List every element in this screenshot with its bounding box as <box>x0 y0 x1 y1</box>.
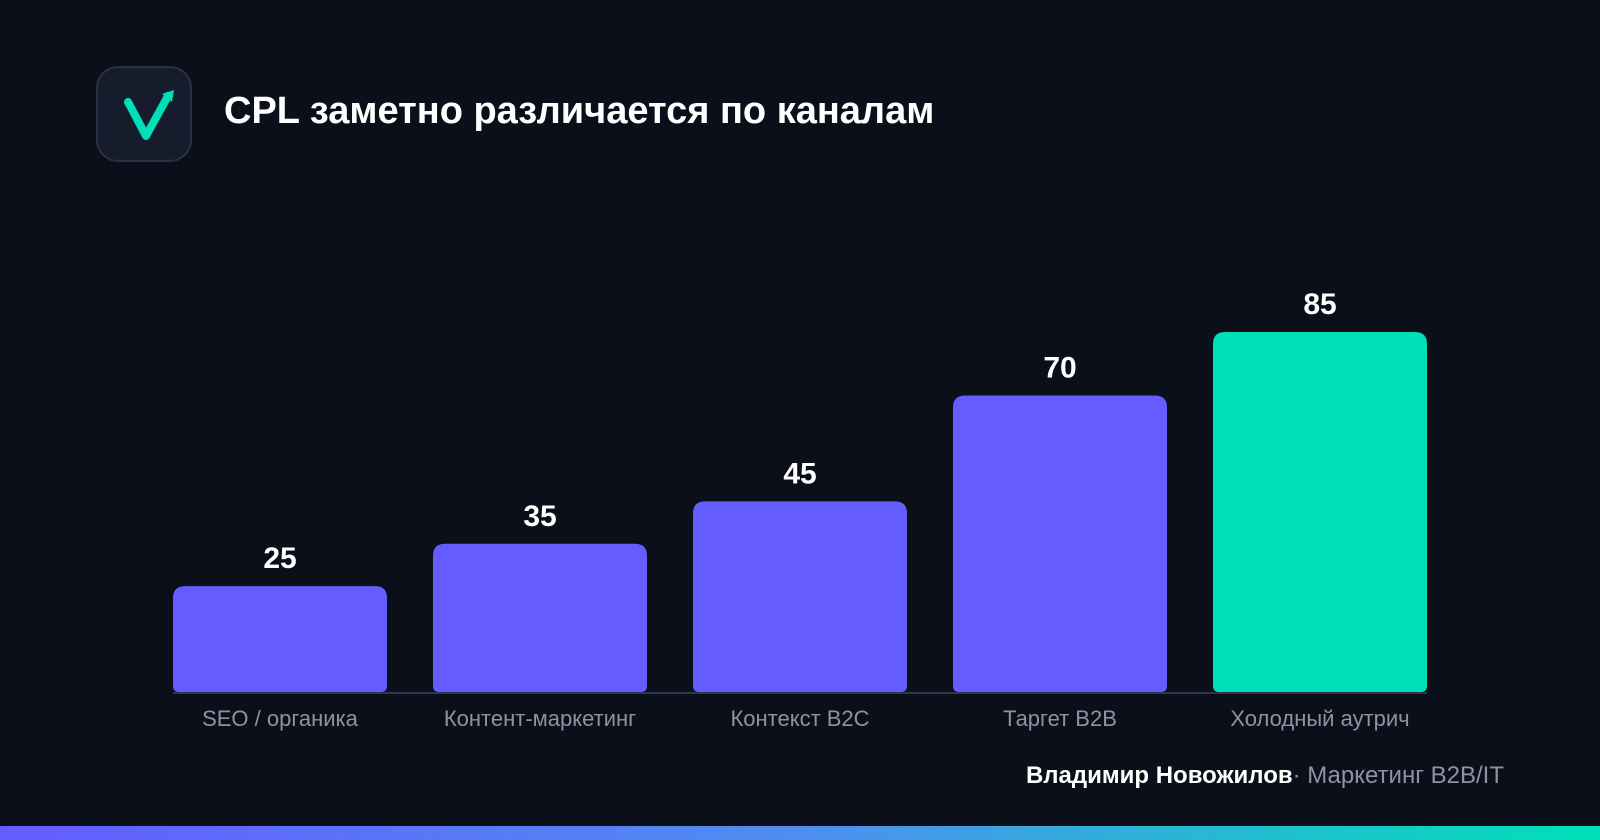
bar-1 <box>173 586 387 692</box>
data-label-1: 25 <box>263 542 296 575</box>
bottom-gradient-bar <box>0 826 1600 840</box>
bar-chart: 25 SEO / органика 35 Контент-маркетинг 45 Кон… <box>173 288 1427 731</box>
category-label-1: SEO / органика <box>202 706 359 731</box>
data-label-2: 35 <box>523 500 556 533</box>
category-label-3: Контекст B2C <box>730 706 869 731</box>
footer: Владимир Новожилов· Маркетинг B2B/IT <box>1026 762 1504 790</box>
footer-separator: · <box>1292 762 1301 789</box>
footer-author: Владимир Новожилов <box>1025 762 1293 789</box>
bar-4 <box>953 395 1167 692</box>
data-label-4: 70 <box>1043 352 1076 385</box>
bar-2 <box>433 543 647 692</box>
logo <box>96 66 192 162</box>
data-label-5: 85 <box>1303 288 1336 321</box>
category-label-2: Контент-маркетинг <box>444 706 636 731</box>
category-label-4: Таргет B2B <box>1003 706 1117 731</box>
footer-role: Маркетинг B2B/IT <box>1307 762 1504 789</box>
category-label-5: Холодный аутрич <box>1230 706 1409 731</box>
page-title: CPL заметно различается по каналам <box>224 90 935 132</box>
bar-3 <box>693 501 907 692</box>
check-arrow-icon <box>124 90 174 140</box>
data-label-3: 45 <box>783 457 816 490</box>
bar-5 <box>1213 332 1427 692</box>
